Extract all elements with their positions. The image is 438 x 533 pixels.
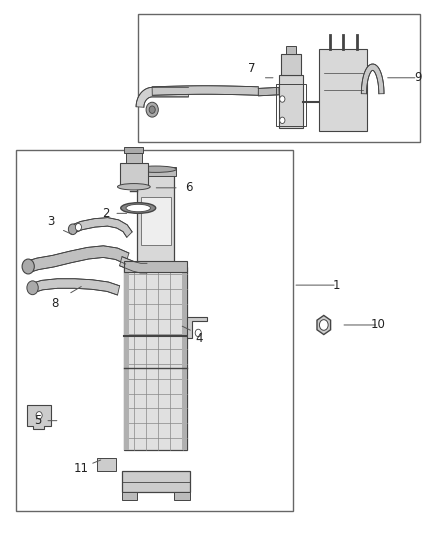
Bar: [281, 54, 301, 75]
Polygon shape: [27, 405, 51, 429]
Bar: [276, 84, 306, 126]
Polygon shape: [71, 217, 132, 237]
Text: 10: 10: [371, 319, 386, 332]
Polygon shape: [152, 86, 258, 95]
Ellipse shape: [126, 204, 150, 212]
Polygon shape: [136, 87, 188, 107]
Circle shape: [195, 329, 201, 337]
Polygon shape: [28, 246, 129, 272]
Bar: [319, 49, 367, 131]
Polygon shape: [361, 64, 384, 94]
Text: 8: 8: [52, 297, 59, 310]
Bar: [135, 166, 177, 176]
Text: 11: 11: [74, 462, 89, 475]
Polygon shape: [317, 316, 331, 335]
Ellipse shape: [117, 183, 150, 190]
Circle shape: [22, 259, 34, 274]
Polygon shape: [258, 87, 279, 96]
Bar: [120, 163, 148, 187]
Text: 4: 4: [196, 332, 203, 345]
Ellipse shape: [135, 166, 177, 172]
Text: 1: 1: [333, 279, 341, 292]
Bar: [174, 492, 190, 500]
Circle shape: [319, 320, 328, 330]
Polygon shape: [120, 257, 147, 273]
Polygon shape: [187, 317, 207, 338]
Bar: [122, 492, 137, 500]
Bar: [138, 14, 420, 142]
Text: 2: 2: [102, 207, 109, 220]
Circle shape: [280, 96, 285, 102]
Text: 3: 3: [47, 215, 55, 228]
Bar: [124, 147, 144, 154]
Bar: [182, 266, 187, 450]
Text: 7: 7: [248, 62, 255, 75]
Bar: [279, 75, 303, 128]
Bar: [124, 266, 187, 450]
Bar: [124, 261, 187, 272]
Circle shape: [27, 281, 38, 295]
Bar: [126, 154, 142, 163]
Circle shape: [75, 223, 81, 231]
Ellipse shape: [121, 203, 155, 213]
Bar: [286, 46, 296, 54]
Circle shape: [149, 106, 155, 114]
Bar: [122, 471, 190, 492]
Circle shape: [280, 117, 285, 124]
Bar: [97, 458, 117, 471]
Circle shape: [36, 411, 42, 419]
Bar: [137, 171, 174, 266]
Bar: [16, 150, 293, 511]
Text: 9: 9: [414, 71, 421, 84]
Circle shape: [68, 224, 77, 235]
Bar: [124, 266, 129, 450]
Polygon shape: [32, 279, 120, 295]
Circle shape: [146, 102, 158, 117]
Text: 5: 5: [34, 414, 42, 427]
Text: 6: 6: [185, 181, 192, 195]
Bar: [141, 197, 171, 245]
